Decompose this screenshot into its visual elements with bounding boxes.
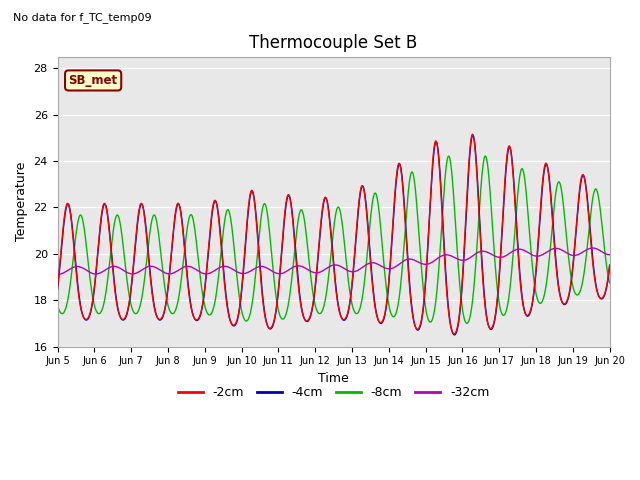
-8cm <box>481 153 489 159</box>
-8cm <box>116 222 124 228</box>
-8cm <box>54 302 61 308</box>
-4cm <box>605 264 613 270</box>
-32cm <box>289 264 297 270</box>
-8cm <box>605 280 613 286</box>
-32cm <box>589 245 596 251</box>
-4cm <box>149 297 157 302</box>
-2cm <box>605 262 613 268</box>
-2cm <box>451 331 458 337</box>
-32cm <box>266 266 273 272</box>
-8cm <box>463 321 471 326</box>
-2cm <box>289 222 297 228</box>
Text: No data for f_TC_temp09: No data for f_TC_temp09 <box>13 12 152 23</box>
Y-axis label: Temperature: Temperature <box>15 162 28 241</box>
-4cm <box>536 221 543 227</box>
-8cm <box>536 300 543 306</box>
-2cm <box>536 217 543 223</box>
Title: Thermocouple Set B: Thermocouple Set B <box>250 34 418 52</box>
-32cm <box>536 253 543 259</box>
Line: -2cm: -2cm <box>58 134 609 334</box>
-8cm <box>149 213 157 219</box>
Text: SB_met: SB_met <box>68 74 118 87</box>
-4cm <box>116 314 124 320</box>
-8cm <box>266 226 273 232</box>
-2cm <box>149 299 157 305</box>
-2cm <box>54 284 61 290</box>
-32cm <box>54 272 61 277</box>
-4cm <box>266 325 273 331</box>
-32cm <box>116 265 124 271</box>
-4cm <box>289 219 297 225</box>
-4cm <box>451 332 458 338</box>
-4cm <box>595 294 603 300</box>
-4cm <box>469 132 477 138</box>
Legend: -2cm, -4cm, -8cm, -32cm: -2cm, -4cm, -8cm, -32cm <box>173 381 494 404</box>
-4cm <box>54 286 61 292</box>
-2cm <box>116 314 124 320</box>
-8cm <box>289 263 297 269</box>
Line: -8cm: -8cm <box>58 156 609 324</box>
-32cm <box>605 252 613 258</box>
Line: -32cm: -32cm <box>58 248 609 275</box>
-2cm <box>468 132 476 137</box>
-32cm <box>595 247 603 253</box>
-32cm <box>149 264 157 269</box>
-2cm <box>595 294 603 300</box>
-2cm <box>266 325 273 331</box>
-8cm <box>595 198 603 204</box>
X-axis label: Time: Time <box>318 372 349 385</box>
Line: -4cm: -4cm <box>58 135 609 335</box>
